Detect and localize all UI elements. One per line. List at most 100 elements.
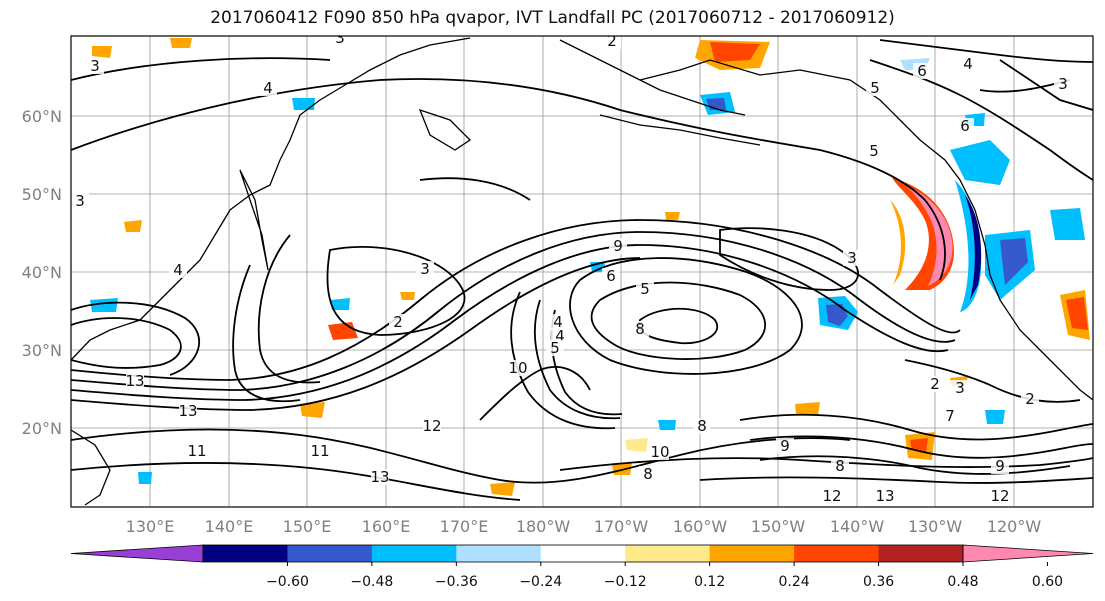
contour-label: 9 — [613, 237, 623, 255]
colorbar-tick-labels: −0.60 −0.48 −0.36 −0.24 −0.12 0.12 0.24 0.36 0.4… — [266, 562, 1063, 590]
colorbar-segment — [287, 545, 373, 562]
contour-label-bg — [331, 36, 349, 46]
lon-label: 170°E — [440, 517, 489, 536]
colorbar-segment — [878, 545, 964, 562]
colorbar-tick-label: −0.24 — [519, 574, 562, 590]
lon-label: 140°W — [830, 517, 885, 536]
colorbar-tick-label: 0.48 — [947, 574, 978, 590]
colorbar-segment — [203, 545, 288, 562]
contour-label: 2 — [607, 32, 617, 50]
contour-label: 10 — [508, 359, 527, 377]
contour-label: 4 — [555, 327, 565, 345]
colorbar-segment — [540, 545, 626, 562]
contour-label-bg — [866, 80, 884, 96]
contour-label: 6 — [606, 267, 616, 285]
contour-label-bg — [913, 63, 931, 79]
contour-label-bg — [371, 469, 389, 485]
contour-label: 5 — [550, 339, 560, 357]
contour-label-bg — [991, 488, 1009, 504]
contour-label-bg — [179, 403, 197, 419]
contour-label-bg — [823, 488, 841, 504]
contour-label: 12 — [822, 487, 841, 505]
contour-label-bg — [639, 466, 657, 482]
lon-label: 160°W — [673, 517, 728, 536]
contour-label: 11 — [310, 442, 329, 460]
contour-label: 5 — [870, 79, 880, 97]
contour-label-bg — [546, 340, 564, 356]
lon-label: 150°E — [283, 517, 332, 536]
contour-label-bg — [636, 281, 654, 297]
contour-label: 2 — [1025, 390, 1035, 408]
positive-anomalies — [92, 38, 1090, 496]
contour-label-bg — [71, 193, 89, 209]
contour-label-bg — [693, 418, 711, 434]
lat-label: 20°N — [22, 419, 62, 438]
colorbar-outline — [202, 544, 964, 563]
contour-label-bg — [126, 373, 144, 389]
contour-label: 4 — [263, 79, 273, 97]
lon-label: 130°E — [126, 517, 175, 536]
contour-label: 8 — [643, 465, 653, 483]
contour-label: 6 — [960, 117, 970, 135]
contour-label: 8 — [635, 320, 645, 338]
contour-label-bg — [631, 321, 649, 337]
contour-label: 8 — [835, 457, 845, 475]
colorbar-extend-low — [70, 544, 204, 563]
contour-label: 13 — [875, 487, 894, 505]
lon-label: 120°W — [987, 517, 1042, 536]
contour-label: 13 — [370, 468, 389, 486]
contour-label: 4 — [963, 55, 973, 73]
contour-labels: 334 326 4565343239654581078234131311121112… — [71, 29, 1072, 505]
contour-label-bg — [169, 262, 187, 278]
lon-label: 170°W — [594, 517, 649, 536]
contour-label: 4 — [553, 313, 563, 331]
contour-label-bg — [831, 458, 849, 474]
contour-label: 3 — [955, 379, 965, 397]
contour-label-bg — [389, 314, 407, 330]
contour-label-bg — [991, 458, 1009, 474]
contour-label-bg — [549, 314, 567, 330]
colorbar-tick-label: −0.12 — [604, 574, 647, 590]
contour-label: 13 — [125, 372, 144, 390]
lat-label: 50°N — [22, 185, 62, 204]
contour-label-bg — [423, 418, 441, 434]
contour-label: 2 — [930, 375, 940, 393]
contour-label-bg — [1021, 391, 1039, 407]
contour-label: 3 — [420, 260, 430, 278]
contour-label-bg — [86, 58, 104, 74]
colorbar-tick-label: −0.60 — [266, 574, 309, 590]
contour-label: 2 — [393, 313, 403, 331]
lon-label: 130°W — [908, 517, 963, 536]
contour-label-bg — [865, 143, 883, 159]
contour-label: 9 — [995, 457, 1005, 475]
contour-label: 3 — [335, 29, 345, 47]
colorbar-tick-label: 0.12 — [694, 574, 725, 590]
colorbar-tick-label: 0.24 — [779, 574, 810, 590]
colorbar-segment — [709, 545, 795, 562]
contour-label-bg — [959, 56, 977, 72]
contour-label-bg — [1054, 76, 1072, 92]
ivt-contours — [71, 39, 1093, 501]
contour-label: 13 — [178, 402, 197, 420]
contour-label-bg — [609, 238, 627, 254]
contour-label: 7 — [945, 407, 955, 425]
contour-label-bg — [651, 444, 669, 460]
colorbar — [70, 544, 1094, 563]
contour-label: 9 — [780, 437, 790, 455]
lon-label: 180°W — [516, 517, 571, 536]
coastlines — [71, 37, 1093, 506]
contour-label: 3 — [90, 57, 100, 75]
colorbar-tick-label: −0.48 — [350, 574, 393, 590]
contour-label-bg — [941, 408, 959, 424]
lon-label: 140°E — [205, 517, 254, 536]
colorbar-segment — [625, 545, 711, 562]
contour-label: 11 — [187, 442, 206, 460]
contour-label-bg — [311, 443, 329, 459]
contour-label: 6 — [917, 62, 927, 80]
longitude-labels: 130°E 140°E 150°E 160°E 170°E 180°W 170°W 160°W… — [126, 517, 1042, 536]
contour-label: 10 — [650, 443, 669, 461]
contour-label-bg — [843, 250, 861, 266]
contour-label: 5 — [640, 280, 650, 298]
contour-label-bg — [603, 36, 621, 49]
contour-label-bg — [951, 380, 969, 396]
